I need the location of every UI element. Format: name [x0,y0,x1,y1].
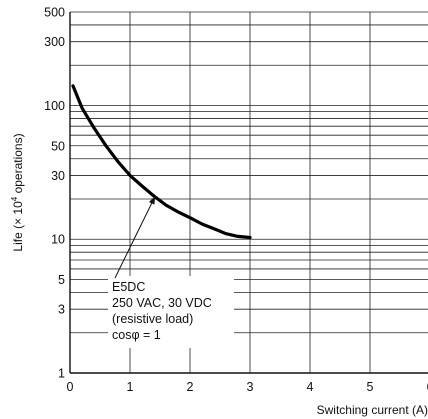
y-tick-label: 5 [58,273,65,287]
x-tick-labels: 0 1 2 3 4 5 6 [67,380,428,394]
annotation-line-3: cosφ = 1 [112,328,161,342]
x-tick-label: 2 [187,380,194,394]
annotation-box [108,276,234,348]
annotation-line-0: E5DC [112,280,145,294]
x-tick-label: 4 [307,380,314,394]
plot-frame [69,12,428,374]
series-line-0 [71,84,252,240]
y-axis-label: Life (× 104 operations) [10,133,25,251]
y-tick-labels: 1 3 5 10 30 50 100 300 500 [44,6,65,381]
y-tick-label: 30 [51,169,65,183]
series-group [71,84,252,240]
annotation-arrow [114,195,156,279]
y-tick-label: 3 [58,303,65,317]
annotation-line-2: (resistive load) [112,312,193,326]
y-tick-label: 100 [44,99,65,113]
x-tick-label: 1 [127,380,134,394]
annotation-text: E5DC 250 VAC, 30 VDC (resistive load) cosφ … [112,280,212,342]
annotation-line-1: 250 VAC, 30 VDC [112,296,212,310]
x-tick-label: 6 [427,380,428,394]
y-axis-label-exponent: 4 [10,196,19,201]
x-tick-label: 0 [67,380,74,394]
y-tick-label: 10 [51,233,65,247]
x-axis-label: Switching current (A) [317,403,428,417]
y-tick-label: 300 [44,35,65,49]
y-tick-label: 500 [44,6,65,20]
y-axis-label-prefix: Life (× 10 [11,201,25,252]
x-tick-label: 3 [247,380,254,394]
y-axis-label-suffix: operations) [11,133,25,196]
annotation-arrowhead [148,196,156,205]
y-tick-label: 1 [58,367,65,381]
x-tick-label: 5 [367,380,374,394]
y-tick-label: 50 [51,139,65,153]
